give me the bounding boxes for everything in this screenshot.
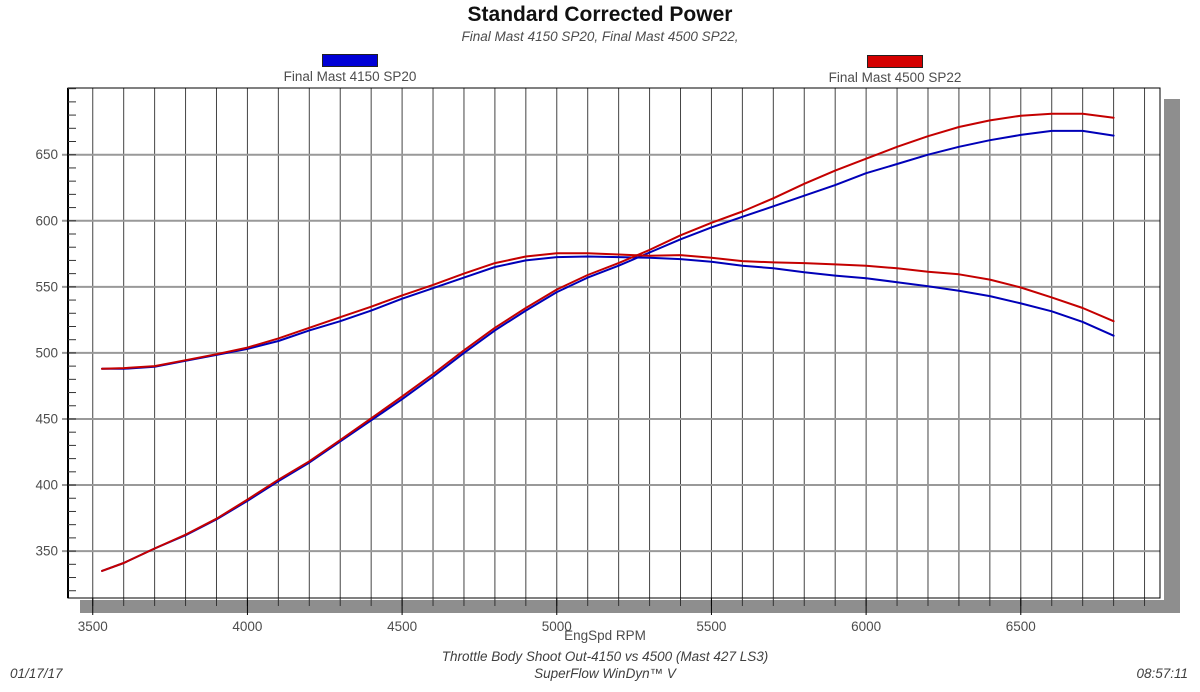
legend-label: Final Mast 4150 SP20: [283, 69, 417, 84]
legend-swatch-red: [867, 55, 923, 68]
x-tick-label: 4500: [387, 619, 417, 634]
legend-item-4150: Final Mast 4150 SP20: [250, 54, 450, 84]
footer-test-name: Throttle Body Shoot Out-4150 vs 4500 (Ma…: [441, 649, 769, 664]
y-tick-label: 350: [35, 544, 58, 559]
y-tick-label: 450: [35, 411, 58, 426]
chart-subtitle: Final Mast 4150 SP20, Final Mast 4500 SP…: [461, 29, 739, 44]
x-tick-label: 6000: [851, 619, 881, 634]
x-tick-label: 4000: [232, 619, 262, 634]
footer-time: 08:57:11: [1136, 666, 1188, 681]
series-final-mast-4150-sp20-torque: [101, 255, 1115, 370]
legend-item-4500: Final Mast 4500 SP22: [795, 55, 995, 85]
series-final-mast-4150-sp20-power: [101, 129, 1115, 572]
y-tick-label: 550: [35, 279, 58, 294]
footer-software: SuperFlow WinDyn™ V: [534, 666, 676, 681]
legend-label: Final Mast 4500 SP22: [828, 70, 962, 85]
series-final-mast-4500-sp22-torque: [101, 252, 1115, 370]
x-tick-label: 5000: [542, 619, 572, 634]
x-tick-label: 5500: [696, 619, 726, 634]
axis-shadow-right: [1164, 99, 1180, 613]
footer-date: 01/17/17: [10, 666, 63, 681]
x-tick-label: 3500: [78, 619, 108, 634]
y-tick-label: 500: [35, 345, 58, 360]
axis-shadow-bottom: [80, 600, 1180, 613]
x-axis-title: EngSpd RPM: [564, 628, 646, 643]
legend-swatch-blue: [322, 54, 378, 67]
plot-border: [67, 87, 1161, 599]
series-final-mast-4500-sp22-power: [101, 112, 1115, 572]
page-title: Standard Corrected Power: [467, 3, 733, 26]
y-tick-label: 600: [35, 213, 58, 228]
y-tick-label: 400: [35, 478, 58, 493]
x-tick-label: 6500: [1006, 619, 1036, 634]
y-tick-label: 650: [35, 147, 58, 162]
